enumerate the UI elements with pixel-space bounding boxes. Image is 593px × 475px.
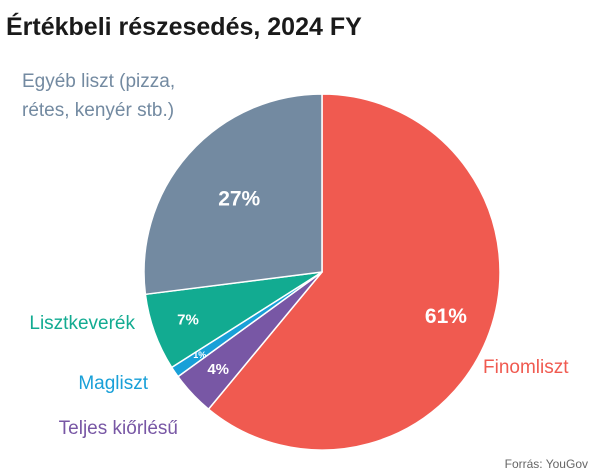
slice-value-label: 61% — [425, 305, 467, 328]
slice-category-label: Lisztkeverék — [29, 313, 135, 334]
slice-value-label: 7% — [177, 312, 199, 329]
pie-value-labels: 61% 4%1% 7% 27% — [177, 188, 467, 378]
slice-category-label: Magliszt — [78, 373, 148, 394]
slice-category-label: Egyéb liszt (pizza, rétes, kenyér stb.) — [22, 71, 175, 121]
slice-category-label: Finomliszt — [483, 357, 569, 378]
slice-value-label: 4% — [207, 361, 229, 378]
slice-value-label: 1% — [193, 350, 206, 360]
pie-slice — [207, 93, 501, 451]
pie-slice — [143, 93, 323, 296]
pie-category-labels: Finomliszt Teljes kiőrlésű Magliszt Lisztke… — [22, 71, 569, 439]
chart-title: Értékbeli részesedés, 2024 FY — [6, 12, 362, 41]
source-note: Forrás: YouGov — [505, 457, 588, 471]
slice-category-label: Teljes kiőrlésű — [59, 418, 178, 439]
slice-value-label: 27% — [218, 188, 260, 211]
pie-slices — [143, 93, 501, 451]
